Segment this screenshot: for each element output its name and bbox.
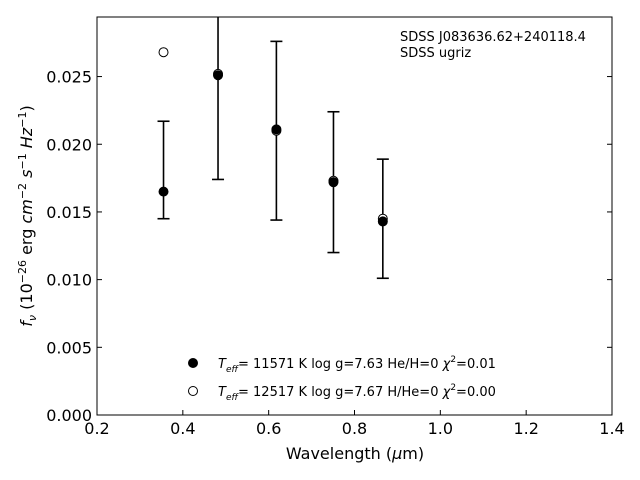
filled-point-z [377, 216, 388, 227]
plot-frame [96, 16, 613, 416]
x-tick-label: 1.2 [513, 419, 538, 438]
legend-entry-1: Teff= 11571 K log g=7.63 He/H=0 χ2=0.01 [218, 355, 496, 375]
x-tick-label: 1.4 [599, 419, 624, 438]
y-tick-label: 0.020 [46, 135, 92, 154]
data-markers [158, 47, 388, 227]
filled-point-g [213, 70, 224, 81]
open-point-u [158, 47, 169, 58]
x-tick-label: 1.0 [428, 419, 453, 438]
y-tick-label: 0.025 [46, 68, 92, 87]
legend-marker-open [188, 386, 198, 396]
legend-entry-2: Teff= 12517 K log g=7.67 H/He=0 χ2=0.00 [218, 383, 496, 403]
y-axis-label: fν (10−26 erg cm−2 s−1 Hz−1) [16, 105, 39, 326]
y-tick-label: 0.015 [46, 203, 92, 222]
y-tick-label: 0.010 [46, 271, 92, 290]
x-tick-label: 0.2 [84, 419, 109, 438]
filled-point-i [328, 177, 339, 188]
x-tick-label: 0.4 [170, 419, 195, 438]
legend-marker-filled [188, 358, 198, 368]
error-bars [157, 17, 389, 280]
y-axis: 0.000 0.005 0.010 0.015 0.020 0.025 [46, 68, 612, 425]
legend: Teff= 11571 K log g=7.63 He/H=0 χ2=0.01 … [188, 355, 496, 403]
y-tick-label: 0.005 [46, 338, 92, 357]
filled-point-u [158, 186, 169, 197]
photometry-system-annotation: SDSS ugriz [400, 46, 471, 61]
x-axis: 0.2 0.4 0.6 0.8 1.0 1.2 1.4 [84, 410, 625, 438]
object-name-annotation: SDSS J083636.62+240118.4 [400, 30, 586, 45]
y-tick-label: 0.000 [46, 406, 92, 425]
x-tick-label: 0.8 [342, 419, 367, 438]
x-axis-label: Wavelength (μm) [286, 444, 424, 463]
x-tick-label: 0.6 [256, 419, 281, 438]
filled-point-r [271, 124, 282, 135]
